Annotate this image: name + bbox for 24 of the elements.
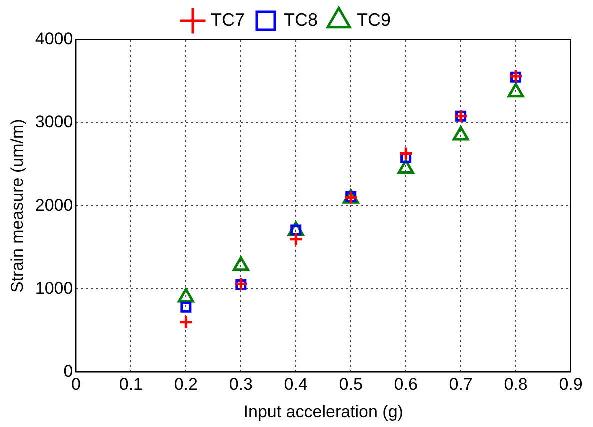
y-tick-label: 0 <box>64 362 74 381</box>
point <box>178 315 194 330</box>
x-tick-label: 0.5 <box>339 375 363 394</box>
legend-label: TC9 <box>357 10 392 30</box>
point <box>288 232 304 247</box>
y-tick-label: 3000 <box>35 112 74 132</box>
y-tick-label: 2000 <box>35 196 74 215</box>
x-tick-label: 0.9 <box>559 375 583 394</box>
point <box>180 302 192 313</box>
legend-label: TC7 <box>210 10 246 30</box>
y-tick-label: 4000 <box>35 30 74 49</box>
x-tick-label: 0.8 <box>504 375 528 394</box>
x-tick-label: 0.3 <box>229 375 253 394</box>
y-tick-label: 1000 <box>35 278 74 298</box>
x-axis-title: Input acceleration (g) <box>244 402 404 422</box>
x-tick-label: 0.1 <box>119 375 144 394</box>
x-tick-label: 0.2 <box>174 375 198 394</box>
point <box>398 146 414 162</box>
x-tick-label: 0.4 <box>284 375 308 394</box>
x-tick-label: 0.7 <box>449 375 473 394</box>
y-axis-title: Strain measure (um/m) <box>8 119 27 294</box>
x-tick-label: 0.6 <box>394 375 418 394</box>
point <box>234 276 248 292</box>
legend-label: TC8 <box>284 10 318 30</box>
